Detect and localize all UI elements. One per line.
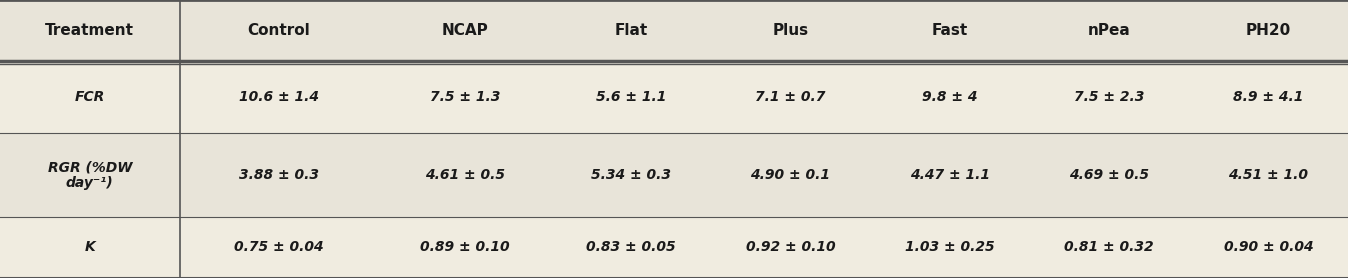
Text: Treatment: Treatment (46, 23, 135, 38)
Bar (0, 0, 1348, 61)
Bar (0, 217, 1348, 278)
Text: 7.5 ± 2.3: 7.5 ± 2.3 (1074, 90, 1144, 104)
Text: 10.6 ± 1.4: 10.6 ± 1.4 (239, 90, 319, 104)
Text: Plus: Plus (772, 23, 809, 38)
Bar (0, 133, 1348, 217)
Text: 4.51 ± 1.0: 4.51 ± 1.0 (1228, 168, 1309, 182)
Text: 7.5 ± 1.3: 7.5 ± 1.3 (430, 90, 500, 104)
Text: Control: Control (248, 23, 310, 38)
Text: nPea: nPea (1088, 23, 1131, 38)
Text: RGR (%DW
day⁻¹): RGR (%DW day⁻¹) (47, 160, 132, 190)
Text: 0.89 ± 0.10: 0.89 ± 0.10 (419, 240, 510, 254)
Text: 3.88 ± 0.3: 3.88 ± 0.3 (239, 168, 319, 182)
Text: 0.92 ± 0.10: 0.92 ± 0.10 (745, 240, 836, 254)
Text: 9.8 ± 4: 9.8 ± 4 (922, 90, 977, 104)
Text: 5.6 ± 1.1: 5.6 ± 1.1 (596, 90, 666, 104)
Text: 5.34 ± 0.3: 5.34 ± 0.3 (590, 168, 671, 182)
Text: 8.9 ± 4.1: 8.9 ± 4.1 (1233, 90, 1304, 104)
Text: 4.69 ± 0.5: 4.69 ± 0.5 (1069, 168, 1148, 182)
Text: PH20: PH20 (1246, 23, 1291, 38)
Text: 4.61 ± 0.5: 4.61 ± 0.5 (425, 168, 504, 182)
Text: 0.75 ± 0.04: 0.75 ± 0.04 (235, 240, 324, 254)
Text: 1.03 ± 0.25: 1.03 ± 0.25 (905, 240, 995, 254)
Text: FCR: FCR (74, 90, 105, 104)
Text: 4.47 ± 1.1: 4.47 ± 1.1 (910, 168, 989, 182)
Text: NCAP: NCAP (441, 23, 488, 38)
Text: Fast: Fast (931, 23, 968, 38)
Text: K: K (85, 240, 96, 254)
Text: 0.90 ± 0.04: 0.90 ± 0.04 (1224, 240, 1313, 254)
Text: 4.90 ± 0.1: 4.90 ± 0.1 (751, 168, 830, 182)
Text: 7.1 ± 0.7: 7.1 ± 0.7 (755, 90, 825, 104)
Text: Flat: Flat (615, 23, 647, 38)
Text: 0.83 ± 0.05: 0.83 ± 0.05 (586, 240, 675, 254)
Text: 0.81 ± 0.32: 0.81 ± 0.32 (1064, 240, 1154, 254)
Bar (0, 61, 1348, 133)
